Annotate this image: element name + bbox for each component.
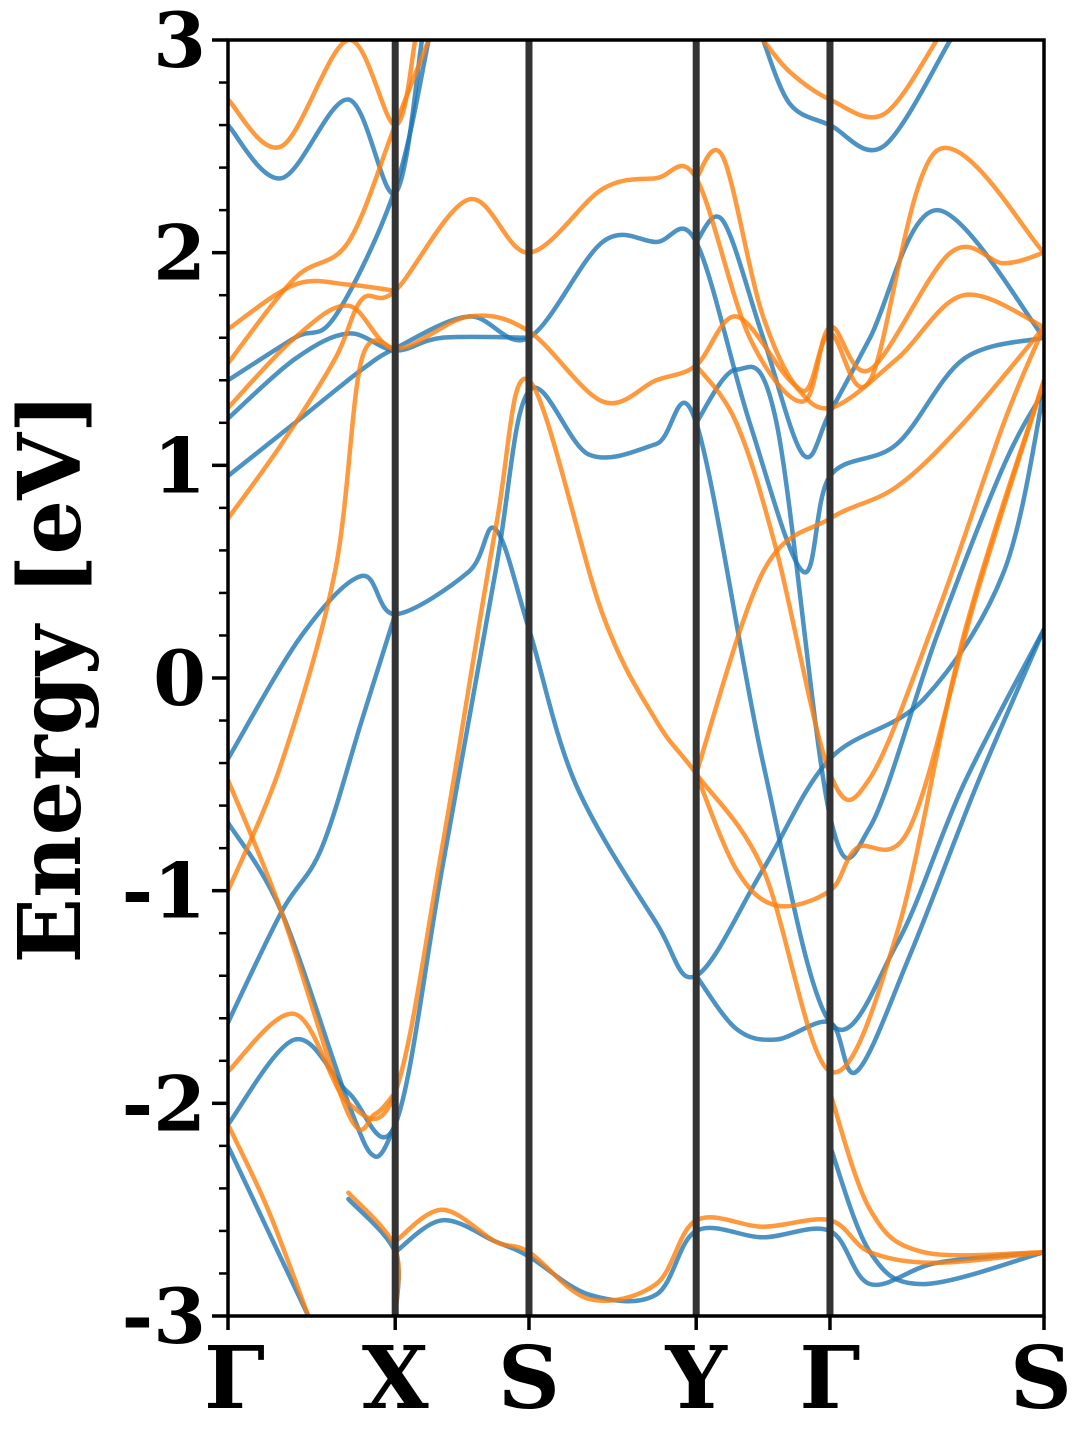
kpoint-label: Γ [204, 1328, 265, 1429]
band-line [693, 207, 1044, 460]
band-line [392, 1207, 1044, 1304]
band-line [346, 1190, 401, 1316]
kpoint-label: Γ [799, 1328, 860, 1429]
band-line [228, 163, 1044, 521]
kpoint-label: S [498, 1328, 560, 1429]
y-tick-label: -2 [122, 1059, 206, 1148]
band-line [228, 388, 1044, 980]
band-line [228, 338, 398, 893]
kpoint-label: S [1010, 1328, 1072, 1429]
y-axis-title: Energy [eV] [0, 393, 101, 964]
kpoint-label: Y [664, 1328, 728, 1429]
band-line [228, 376, 1044, 1122]
band-line [693, 145, 1044, 394]
band-line [693, 324, 1044, 803]
band-line [228, 40, 425, 196]
band-line [228, 331, 532, 421]
band-line [228, 292, 1044, 411]
y-tick-label: 2 [153, 209, 206, 298]
y-tick-label: 1 [153, 421, 206, 510]
band-line [693, 378, 1044, 909]
band-line [228, 1143, 311, 1316]
y-tick-label: -1 [122, 847, 206, 936]
band-line [827, 1143, 1044, 1287]
band-line [228, 777, 398, 1132]
band-line [228, 611, 398, 1025]
band-line [228, 40, 418, 150]
band-line [693, 324, 1044, 776]
y-tick-label: -3 [122, 1272, 206, 1361]
band-lines [228, 40, 1044, 1316]
kpoint-label: X [362, 1328, 429, 1429]
y-tick-label: 0 [153, 634, 206, 723]
y-axis: 3 2 1 0 -1 -2 -3 [122, 0, 228, 1361]
y-tick-label: 3 [153, 0, 206, 85]
band-line [760, 40, 953, 153]
high-symmetry-lines [391, 40, 834, 1316]
band-line [228, 820, 398, 1159]
band-line [228, 1122, 311, 1316]
band-line [693, 626, 1044, 1076]
band-line [827, 1090, 1044, 1258]
band-line [228, 278, 398, 332]
band-line [228, 226, 1044, 575]
